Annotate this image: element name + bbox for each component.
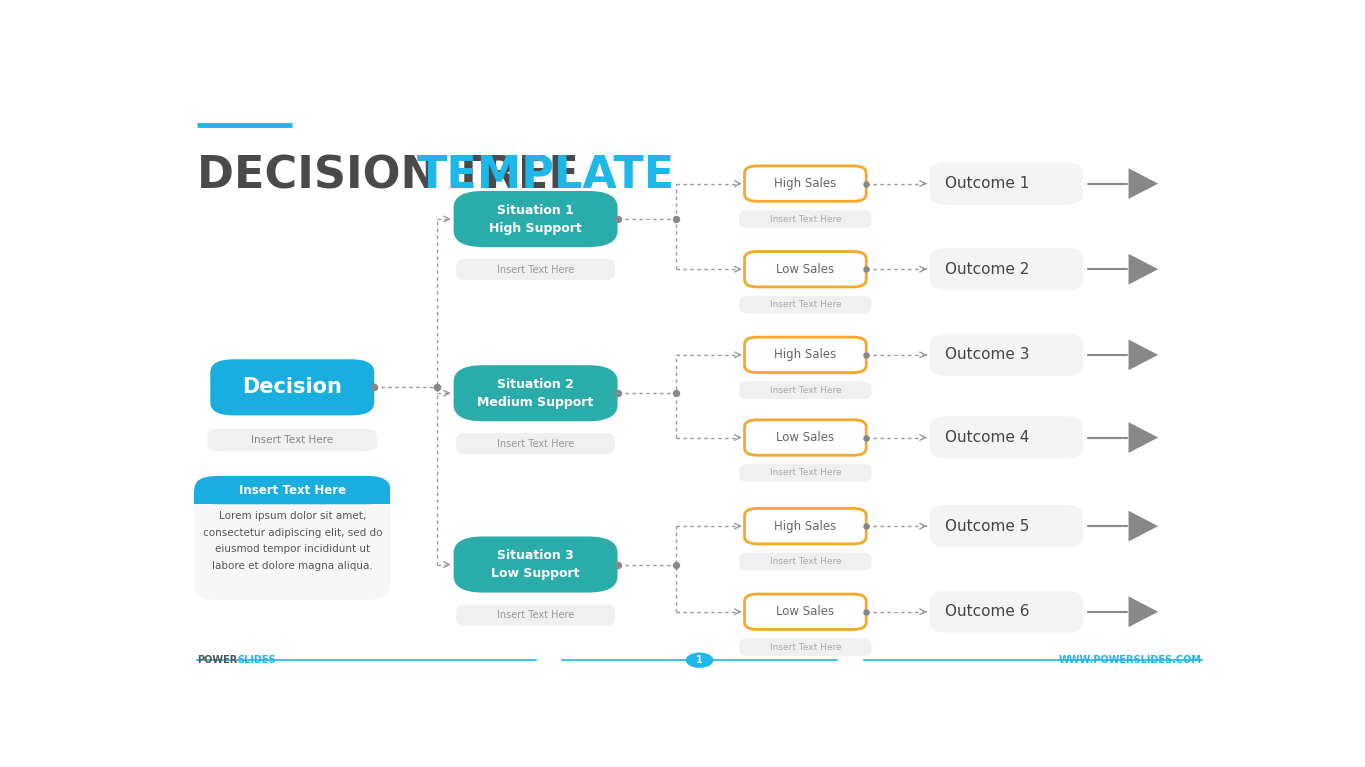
FancyBboxPatch shape	[930, 334, 1082, 376]
Text: Situation 2
Medium Support: Situation 2 Medium Support	[478, 377, 594, 409]
Polygon shape	[1129, 511, 1158, 542]
FancyBboxPatch shape	[930, 591, 1082, 633]
Text: Insert Text Here: Insert Text Here	[770, 557, 841, 566]
Text: Situation 1
High Support: Situation 1 High Support	[489, 203, 581, 235]
FancyBboxPatch shape	[207, 429, 377, 452]
Text: Outcome 6: Outcome 6	[945, 604, 1029, 619]
Point	[665, 213, 687, 225]
Text: POWER: POWER	[197, 655, 238, 665]
Text: Outcome 4: Outcome 4	[945, 430, 1029, 445]
Text: Insert Text Here: Insert Text Here	[770, 300, 841, 309]
FancyBboxPatch shape	[453, 536, 617, 593]
Polygon shape	[1129, 422, 1158, 453]
FancyBboxPatch shape	[744, 420, 867, 456]
Text: Insert Text Here: Insert Text Here	[251, 435, 333, 445]
FancyBboxPatch shape	[194, 490, 390, 504]
Text: Outcome 1: Outcome 1	[945, 176, 1029, 191]
Polygon shape	[1129, 340, 1158, 370]
FancyBboxPatch shape	[453, 191, 617, 247]
Text: DECISION TREE: DECISION TREE	[197, 154, 594, 197]
FancyBboxPatch shape	[740, 296, 871, 314]
Text: Insert Text Here: Insert Text Here	[497, 610, 575, 620]
Text: Outcome 2: Outcome 2	[945, 262, 1029, 277]
Text: Insert Text Here: Insert Text Here	[770, 386, 841, 395]
FancyBboxPatch shape	[744, 594, 867, 630]
FancyBboxPatch shape	[194, 476, 390, 600]
Point	[606, 558, 628, 571]
Text: Outcome 5: Outcome 5	[945, 518, 1029, 534]
FancyBboxPatch shape	[740, 553, 871, 571]
FancyBboxPatch shape	[456, 259, 614, 280]
Text: Outcome 3: Outcome 3	[945, 347, 1029, 362]
FancyBboxPatch shape	[456, 433, 614, 454]
Text: Low Sales: Low Sales	[777, 263, 834, 275]
Text: Situation 3
Low Support: Situation 3 Low Support	[491, 549, 580, 580]
Polygon shape	[1129, 168, 1158, 199]
FancyBboxPatch shape	[740, 381, 871, 399]
Text: Low Sales: Low Sales	[777, 605, 834, 618]
FancyBboxPatch shape	[930, 505, 1082, 548]
FancyBboxPatch shape	[210, 359, 374, 416]
FancyBboxPatch shape	[930, 248, 1082, 291]
Text: TEMPLATE: TEMPLATE	[416, 154, 674, 197]
FancyBboxPatch shape	[740, 638, 871, 656]
Point	[426, 381, 448, 393]
FancyBboxPatch shape	[744, 252, 867, 287]
Text: Low Sales: Low Sales	[777, 431, 834, 444]
Point	[856, 606, 878, 618]
Text: High Sales: High Sales	[774, 177, 837, 190]
Point	[606, 213, 628, 225]
Text: Insert Text Here: Insert Text Here	[497, 439, 575, 449]
Circle shape	[685, 653, 714, 668]
Text: 1: 1	[696, 655, 703, 665]
Point	[363, 381, 385, 393]
Polygon shape	[1129, 597, 1158, 627]
FancyBboxPatch shape	[930, 163, 1082, 205]
Point	[856, 349, 878, 361]
Text: WWW.POWERSLIDES.COM: WWW.POWERSLIDES.COM	[1059, 655, 1203, 665]
Point	[665, 558, 687, 571]
Polygon shape	[1129, 254, 1158, 285]
Text: Insert Text Here: Insert Text Here	[770, 643, 841, 652]
Text: Insert Text Here: Insert Text Here	[770, 469, 841, 478]
Point	[856, 177, 878, 189]
Point	[856, 520, 878, 532]
FancyBboxPatch shape	[744, 509, 867, 544]
Text: Insert Text Here: Insert Text Here	[497, 265, 575, 275]
Text: Lorem ipsum dolor sit amet,
consectetur adipiscing elit, sed do
eiusmod tempor i: Lorem ipsum dolor sit amet, consectetur …	[202, 512, 382, 571]
FancyBboxPatch shape	[456, 604, 614, 626]
Text: High Sales: High Sales	[774, 348, 837, 361]
Text: Decision: Decision	[243, 377, 343, 397]
Point	[665, 387, 687, 400]
Text: SLIDES: SLIDES	[238, 655, 276, 665]
FancyBboxPatch shape	[453, 365, 617, 421]
FancyBboxPatch shape	[194, 476, 390, 504]
Text: Insert Text Here: Insert Text Here	[770, 215, 841, 223]
FancyBboxPatch shape	[744, 166, 867, 201]
Text: Insert Text Here: Insert Text Here	[239, 484, 345, 496]
Point	[856, 431, 878, 443]
Text: High Sales: High Sales	[774, 519, 837, 532]
FancyBboxPatch shape	[740, 464, 871, 482]
FancyBboxPatch shape	[740, 210, 871, 228]
FancyBboxPatch shape	[930, 416, 1082, 459]
Point	[856, 263, 878, 275]
FancyBboxPatch shape	[744, 337, 867, 373]
Point	[606, 387, 628, 400]
